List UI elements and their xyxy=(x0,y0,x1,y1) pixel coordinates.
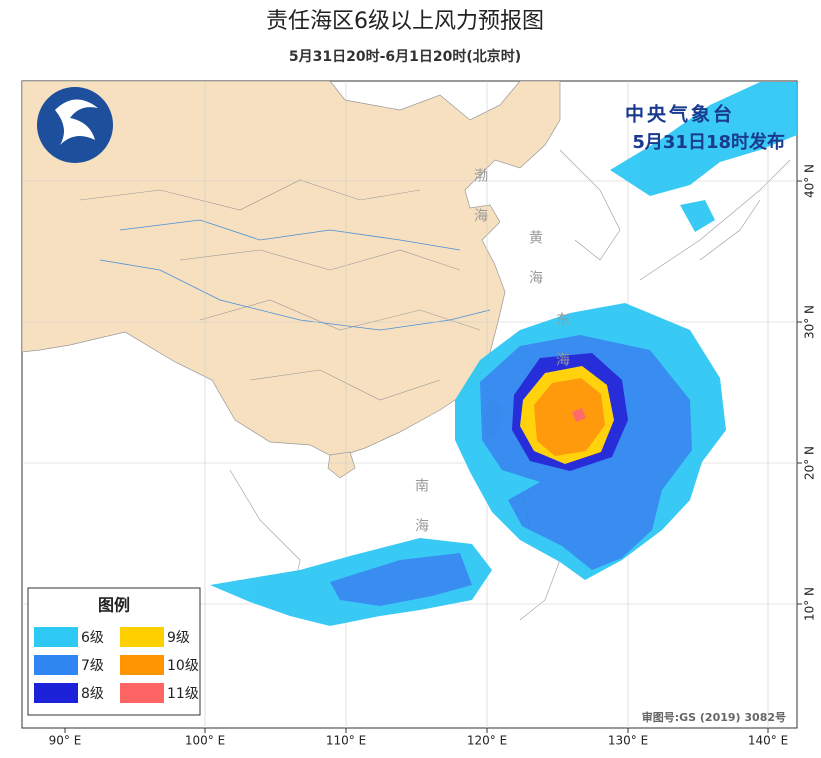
logo-mark xyxy=(55,99,98,145)
sea-label: 东海 xyxy=(554,312,570,392)
issuer-time: 5月31日18时发布 xyxy=(632,131,785,153)
lon-label: 100° E xyxy=(185,734,225,748)
wind-zone xyxy=(572,408,586,422)
lon-label: 90° E xyxy=(49,734,82,748)
subtitle: 5月31日20时-6月1日20时(北京时) xyxy=(289,48,521,65)
issuer-name: 中央气象台 xyxy=(625,103,735,126)
sea-label: 南海 xyxy=(413,478,429,558)
lon-label: 130° E xyxy=(608,734,648,748)
legend-title: 图例 xyxy=(98,596,130,615)
legend-swatch xyxy=(34,655,78,675)
lat-label: 40° N xyxy=(803,164,817,198)
china-land xyxy=(22,81,561,459)
lat-label: 20° N xyxy=(803,446,817,480)
wind-zone xyxy=(610,82,797,196)
lon-label: 120° E xyxy=(467,734,507,748)
borders xyxy=(79,149,791,621)
sea-label: 黄海 xyxy=(527,229,543,310)
wind-zone xyxy=(534,378,605,456)
legend-swatch xyxy=(34,627,78,647)
hainan xyxy=(327,451,356,479)
wind-zone xyxy=(680,200,715,232)
lat-label: 30° N xyxy=(803,305,817,339)
legend-label: 10级 xyxy=(167,658,199,674)
legend-label: 9级 xyxy=(167,630,190,646)
lon-label: 140° E xyxy=(748,734,788,748)
legend-swatch xyxy=(120,655,164,675)
approval: 审图号:GS (2019) 3082号 xyxy=(642,710,786,724)
wind-zone xyxy=(330,553,472,606)
legend-label: 6级 xyxy=(81,630,104,646)
lat-label: 10° N xyxy=(803,587,817,621)
sea-label: 渤海 xyxy=(472,168,488,248)
lon-label: 110° E xyxy=(326,734,366,748)
legend-swatch xyxy=(34,683,78,703)
legend-swatch xyxy=(120,627,164,647)
legend-label: 11级 xyxy=(167,686,199,702)
legend-label: 8级 xyxy=(81,686,104,702)
legend: 图例 6级 7级 8级 9级 10级 11级 xyxy=(27,587,201,716)
legend-swatch xyxy=(120,683,164,703)
rivers xyxy=(99,219,491,331)
title: 责任海区6级以上风力预报图 xyxy=(266,9,544,34)
legend-label: 7级 xyxy=(81,658,104,674)
